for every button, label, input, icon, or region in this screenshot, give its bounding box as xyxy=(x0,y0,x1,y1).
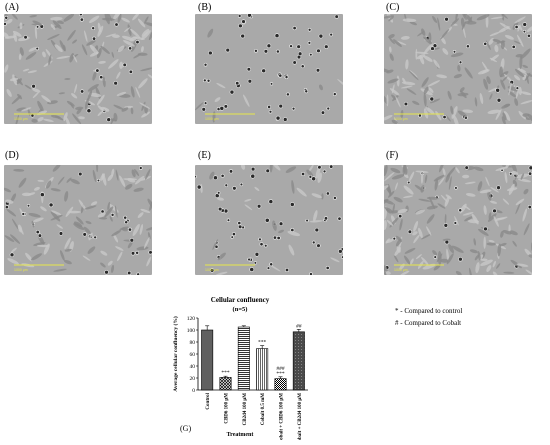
x-tick-label: Control xyxy=(206,392,211,409)
micrograph-a xyxy=(4,14,152,124)
significance-label: *** xyxy=(258,340,267,346)
significance-label: *** xyxy=(276,371,285,377)
scale-bar-text-c: 1000 µm xyxy=(394,117,408,121)
y-tick-label: 40 xyxy=(190,364,196,370)
micrograph-c xyxy=(384,14,532,124)
y-axis-label: Average cellular confluency (%) xyxy=(172,316,179,392)
micrograph-e xyxy=(195,165,343,275)
significance-label: ## xyxy=(296,323,302,329)
scale-bar-text-d: 1000 µm xyxy=(14,268,28,272)
scale-bar-text-f: 1000 µm xyxy=(394,268,408,272)
scale-bar-text-b: 1000 µm xyxy=(205,117,219,121)
bar xyxy=(256,348,269,391)
x-tick-label: CBD6 100 µM xyxy=(225,393,230,424)
chart-legend: * - Compared to control # - Compared to … xyxy=(395,305,462,329)
significance-label: *** xyxy=(221,370,230,376)
bar xyxy=(274,378,287,391)
scale-bar-text-e: 1000 µm xyxy=(205,268,219,272)
bar xyxy=(219,377,232,391)
y-tick-label: 100 xyxy=(187,328,196,334)
x-tick-label: Cobalt 0.5 mM xyxy=(261,393,266,425)
x-tick-label: Cobalt + CBD6 100 µM xyxy=(280,393,285,440)
y-tick-label: 60 xyxy=(190,352,196,358)
bar xyxy=(292,331,305,391)
bar xyxy=(237,326,250,391)
chart-title: Cellular confluency xyxy=(211,296,270,304)
panel-label-a: (A) xyxy=(5,2,19,13)
x-tick-label: Cobalt + CB2d4 100 µM xyxy=(298,393,303,440)
y-tick-label: 20 xyxy=(190,376,196,382)
x-tick-label: CB2d4 100 µM xyxy=(243,393,248,426)
y-tick-label: 0 xyxy=(192,388,195,394)
confluency-chart-svg: Cellular confluency (n=5) Average cellul… xyxy=(172,296,308,445)
micrograph-d xyxy=(4,165,152,275)
panel-label-e: (E) xyxy=(198,150,211,161)
y-tick-label: 120 xyxy=(187,316,196,322)
panel-label-d: (D) xyxy=(5,150,19,161)
legend-cobalt: # - Compared to Cobalt xyxy=(395,319,462,327)
chart-subtitle: (n=5) xyxy=(233,306,248,313)
bar xyxy=(201,329,214,391)
y-tick-label: 80 xyxy=(190,340,196,346)
significance-label: ### xyxy=(276,366,285,372)
micrograph-b xyxy=(195,14,343,124)
panel-label-c: (C) xyxy=(386,2,400,13)
panel-label-g: (G) xyxy=(180,424,192,433)
legend-control: * - Compared to control xyxy=(395,307,463,315)
confluency-chart: Cellular confluency (n=5) Average cellul… xyxy=(168,294,398,445)
panel-label-f: (F) xyxy=(386,150,399,161)
micrograph-f xyxy=(384,165,532,275)
scale-bar-text-a: 1000 µm xyxy=(14,117,28,121)
x-axis-label: Treatment xyxy=(227,432,254,438)
panel-label-b: (B) xyxy=(198,2,212,13)
